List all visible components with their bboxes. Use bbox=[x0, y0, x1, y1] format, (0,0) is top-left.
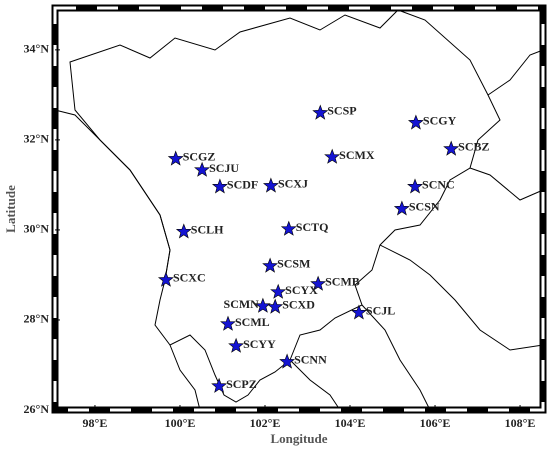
y-tick-label: 26°N bbox=[24, 402, 50, 416]
region-line bbox=[469, 167, 544, 201]
station-marker bbox=[407, 178, 424, 194]
station-label: SCSN bbox=[409, 200, 440, 214]
x-tick-label: 106°E bbox=[420, 416, 451, 430]
station-label: SCMX bbox=[339, 148, 375, 162]
station-marker bbox=[194, 161, 211, 177]
y-tick-label: 32°N bbox=[24, 132, 50, 146]
station-label: SCXC bbox=[173, 271, 206, 285]
station-label: SCJL bbox=[366, 304, 395, 318]
station-marker bbox=[220, 315, 236, 331]
boundaries bbox=[54, 9, 544, 411]
station-marker bbox=[279, 353, 296, 369]
region-line bbox=[289, 359, 341, 411]
station-marker bbox=[270, 283, 287, 299]
y-tick-label: 30°N bbox=[24, 222, 50, 236]
station-label: SCNC bbox=[422, 177, 455, 191]
station-marker bbox=[350, 304, 367, 320]
region-line bbox=[361, 304, 431, 411]
station-label: SCXJ bbox=[278, 177, 308, 191]
station-label: SCYX bbox=[285, 283, 318, 297]
x-tick-label: 104°E bbox=[335, 416, 366, 430]
station-marker bbox=[393, 200, 410, 216]
x-tick-label: 108°E bbox=[505, 416, 536, 430]
station-marker bbox=[310, 275, 327, 291]
station-label: SCMN bbox=[224, 297, 260, 311]
station-marker bbox=[167, 150, 184, 166]
station-marker bbox=[254, 297, 271, 313]
station-marker bbox=[157, 271, 174, 287]
x-tick-label: 98°E bbox=[83, 416, 108, 430]
station-marker bbox=[443, 140, 460, 156]
x-axis-title: Longitude bbox=[270, 431, 327, 446]
station-marker bbox=[228, 337, 245, 353]
province-outline bbox=[69, 9, 501, 403]
station-marker bbox=[267, 298, 284, 314]
x-tick-label: 102°E bbox=[250, 416, 281, 430]
y-tick-label: 34°N bbox=[24, 42, 50, 56]
station-label: SCBZ bbox=[458, 140, 489, 154]
station-label: SCDF bbox=[227, 177, 258, 191]
station-marker bbox=[312, 104, 329, 120]
station-label: SCYY bbox=[243, 337, 276, 351]
station-label: SCTQ bbox=[296, 220, 329, 234]
x-tick-label: 100°E bbox=[165, 416, 196, 430]
region-line bbox=[379, 244, 544, 351]
station-label: SCXD bbox=[282, 298, 315, 312]
region-line bbox=[169, 344, 201, 411]
station-label: SCGY bbox=[423, 114, 457, 128]
station-label: SCSP bbox=[327, 104, 356, 118]
station-marker bbox=[211, 178, 228, 194]
station-marker bbox=[175, 223, 192, 239]
station-label: SCSM bbox=[277, 257, 310, 271]
station-label: SCJU bbox=[209, 161, 239, 175]
station-label: SCPZ bbox=[226, 377, 257, 391]
station-marker bbox=[408, 114, 424, 130]
region-line bbox=[54, 109, 171, 281]
y-tick-label: 28°N bbox=[24, 312, 50, 326]
station-marker bbox=[262, 257, 279, 273]
station-label: SCLH bbox=[191, 222, 224, 236]
station-marker bbox=[262, 177, 279, 193]
station-label: SCNN bbox=[294, 353, 327, 367]
frame-dash bbox=[53, 6, 545, 412]
frame bbox=[51, 4, 547, 414]
station-label: SCGZ bbox=[183, 150, 216, 164]
station-label: SCMB bbox=[325, 275, 360, 289]
y-axis-title: Latitude bbox=[3, 185, 18, 233]
station-marker bbox=[324, 148, 341, 164]
station-marker bbox=[280, 220, 297, 236]
station-marker bbox=[211, 377, 228, 393]
region-line bbox=[487, 49, 544, 96]
station-label: SCML bbox=[235, 315, 270, 329]
